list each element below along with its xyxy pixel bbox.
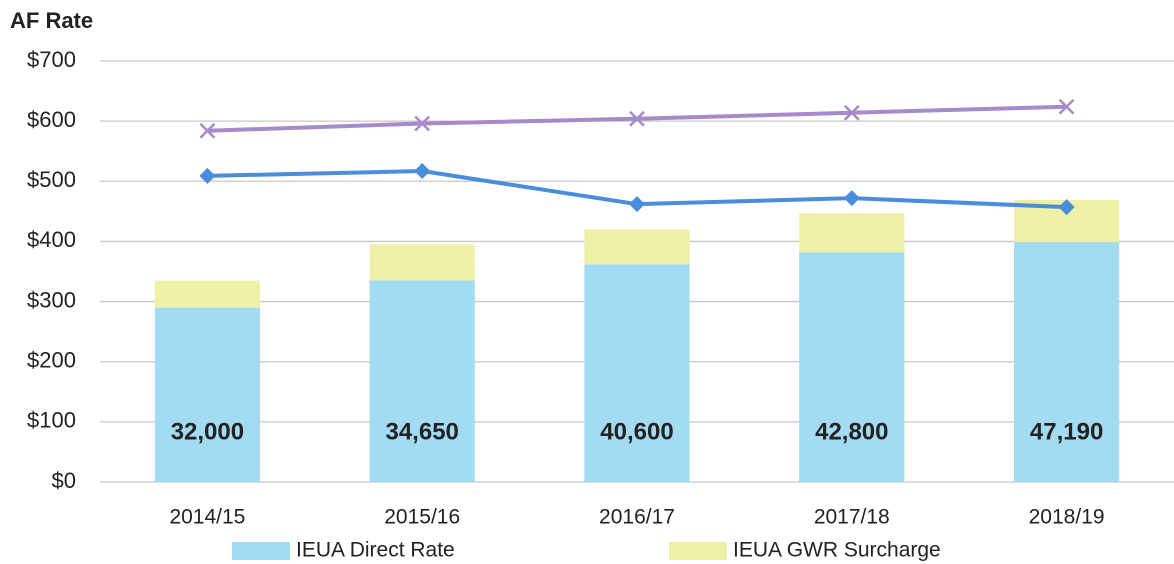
- chart-title: AF Rate: [10, 8, 93, 33]
- y-tick-label: $600: [27, 107, 76, 132]
- bar-segment: [799, 213, 905, 253]
- x-tick-label: 2016/17: [599, 506, 675, 529]
- bar-segment: [369, 280, 475, 482]
- x-tick-label: 2018/19: [1029, 506, 1105, 529]
- marker: [199, 167, 216, 184]
- marker: [1058, 199, 1075, 216]
- annotation: 42,800: [815, 418, 888, 445]
- y-tick-label: $200: [27, 348, 76, 373]
- y-tick-label: $700: [27, 47, 76, 72]
- legend-label: IEUA GWR Surcharge: [733, 539, 941, 562]
- y-tick-label: $0: [52, 468, 76, 493]
- marker: [199, 122, 216, 139]
- y-tick-label: $400: [27, 227, 76, 252]
- bar-segment: [799, 252, 905, 482]
- bar-segment: [154, 280, 261, 308]
- marker: [1058, 98, 1075, 115]
- bar-segment: [584, 229, 690, 265]
- y-tick-label: $500: [27, 167, 76, 192]
- legend-label: IEUA Direct Rate: [296, 539, 455, 562]
- legend-swatch: [669, 542, 727, 560]
- marker: [629, 196, 645, 213]
- annotation: 47,190: [1030, 418, 1103, 445]
- marker: [629, 110, 645, 127]
- annotation: 40,600: [600, 418, 673, 445]
- bar-segment: [1013, 242, 1120, 482]
- bar-segment: [369, 244, 475, 281]
- marker: [843, 190, 860, 207]
- y-tick-label: $100: [27, 408, 76, 433]
- marker: [414, 115, 431, 132]
- y-tick-label: $300: [27, 287, 76, 312]
- marker: [843, 104, 860, 121]
- x-tick-label: 2015/16: [384, 506, 460, 529]
- x-tick-label: 2017/18: [814, 506, 890, 529]
- annotation: 32,000: [171, 418, 244, 445]
- annotation: 34,650: [385, 418, 458, 445]
- x-tick-label: 2014/15: [169, 506, 245, 529]
- marker: [414, 163, 431, 180]
- bar-segment: [584, 264, 690, 482]
- bar-segment: [154, 307, 261, 482]
- legend-swatch: [232, 542, 290, 560]
